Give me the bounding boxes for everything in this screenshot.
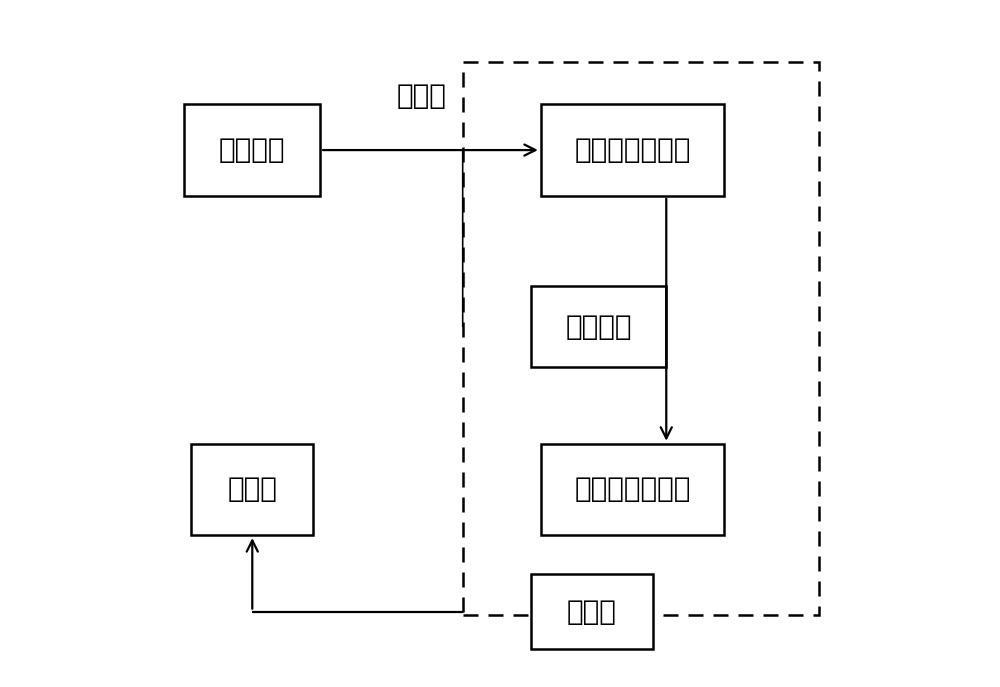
Text: 控制器: 控制器 [227, 475, 277, 504]
Text: 相位差测量电路: 相位差测量电路 [574, 136, 691, 164]
Bar [191, 444, 313, 535]
Text: 电信号: 电信号 [397, 82, 447, 110]
Bar [541, 104, 724, 196]
Bar [531, 574, 653, 649]
Text: 时钟电路: 时钟电路 [565, 313, 632, 341]
Bar [463, 62, 819, 615]
Text: 相位角偏移电路: 相位角偏移电路 [574, 475, 691, 504]
Bar [541, 444, 724, 535]
Text: 滤波器: 滤波器 [567, 598, 617, 626]
Bar [531, 286, 666, 368]
Text: 检测模块: 检测模块 [219, 136, 286, 164]
Bar [184, 104, 320, 196]
